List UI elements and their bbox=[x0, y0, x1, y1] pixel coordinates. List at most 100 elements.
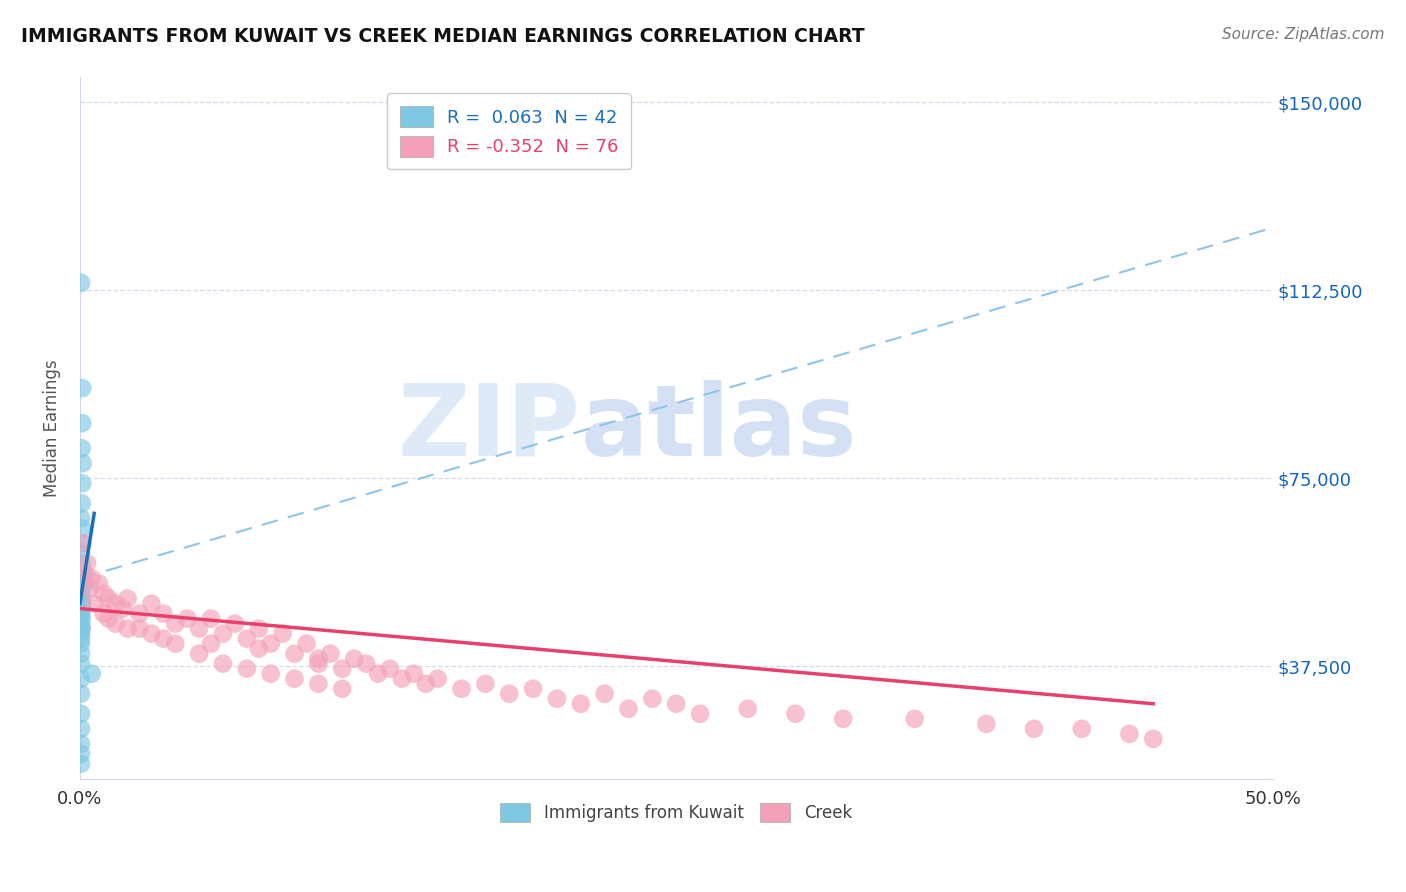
Point bbox=[70, 722, 93, 736]
Point bbox=[152, 632, 174, 646]
Point bbox=[689, 706, 711, 721]
Point bbox=[72, 381, 94, 395]
Point bbox=[569, 697, 592, 711]
Point bbox=[426, 672, 449, 686]
Point bbox=[72, 416, 94, 430]
Point bbox=[307, 657, 329, 671]
Point bbox=[307, 676, 329, 690]
Y-axis label: Median Earnings: Median Earnings bbox=[44, 359, 60, 497]
Point bbox=[70, 597, 93, 611]
Point bbox=[70, 611, 93, 625]
Point bbox=[1142, 731, 1164, 746]
Point bbox=[212, 626, 235, 640]
Point bbox=[70, 657, 93, 671]
Point bbox=[283, 672, 305, 686]
Point bbox=[260, 666, 283, 681]
Text: atlas: atlas bbox=[581, 380, 858, 476]
Point bbox=[70, 647, 93, 661]
Text: IMMIGRANTS FROM KUWAIT VS CREEK MEDIAN EARNINGS CORRELATION CHART: IMMIGRANTS FROM KUWAIT VS CREEK MEDIAN E… bbox=[21, 27, 865, 45]
Point bbox=[104, 597, 127, 611]
Point bbox=[330, 662, 353, 676]
Point bbox=[402, 666, 425, 681]
Point bbox=[247, 622, 270, 636]
Point bbox=[72, 566, 94, 581]
Point bbox=[283, 647, 305, 661]
Point bbox=[72, 576, 94, 591]
Point bbox=[641, 691, 664, 706]
Point bbox=[70, 557, 93, 571]
Point bbox=[70, 616, 93, 631]
Point bbox=[72, 536, 94, 550]
Point bbox=[832, 712, 855, 726]
Point bbox=[974, 716, 997, 731]
Legend: Immigrants from Kuwait, Creek: Immigrants from Kuwait, Creek bbox=[489, 791, 863, 834]
Point bbox=[70, 687, 93, 701]
Point bbox=[70, 737, 93, 751]
Point bbox=[236, 662, 259, 676]
Point bbox=[70, 607, 93, 621]
Point bbox=[111, 601, 134, 615]
Point bbox=[70, 756, 93, 771]
Point bbox=[80, 666, 103, 681]
Point bbox=[73, 566, 96, 581]
Point bbox=[70, 582, 93, 596]
Point bbox=[70, 441, 93, 455]
Point bbox=[117, 591, 139, 606]
Point bbox=[128, 607, 150, 621]
Point bbox=[200, 637, 222, 651]
Point bbox=[76, 557, 98, 571]
Point bbox=[188, 647, 211, 661]
Point bbox=[70, 276, 93, 290]
Point bbox=[904, 712, 927, 726]
Point bbox=[70, 747, 93, 761]
Point bbox=[70, 496, 93, 510]
Point bbox=[72, 536, 94, 550]
Point bbox=[70, 511, 93, 525]
Point bbox=[70, 637, 93, 651]
Point bbox=[117, 622, 139, 636]
Point bbox=[70, 632, 93, 646]
Point bbox=[271, 626, 294, 640]
Point bbox=[70, 572, 93, 586]
Point bbox=[188, 622, 211, 636]
Point bbox=[70, 572, 93, 586]
Point bbox=[70, 706, 93, 721]
Point bbox=[343, 651, 366, 665]
Point bbox=[474, 676, 496, 690]
Point bbox=[247, 641, 270, 656]
Point bbox=[522, 681, 544, 696]
Point bbox=[141, 626, 163, 640]
Point bbox=[87, 576, 110, 591]
Point bbox=[70, 626, 93, 640]
Point bbox=[79, 582, 101, 596]
Point bbox=[141, 597, 163, 611]
Point bbox=[93, 607, 115, 621]
Point bbox=[72, 476, 94, 491]
Point bbox=[450, 681, 472, 696]
Point bbox=[176, 611, 198, 625]
Point bbox=[70, 607, 93, 621]
Point bbox=[546, 691, 568, 706]
Point bbox=[93, 586, 115, 600]
Point bbox=[72, 597, 94, 611]
Point bbox=[70, 586, 93, 600]
Point bbox=[498, 687, 520, 701]
Point bbox=[378, 662, 401, 676]
Point bbox=[72, 456, 94, 470]
Text: ZIP: ZIP bbox=[398, 380, 581, 476]
Point bbox=[391, 672, 413, 686]
Point bbox=[152, 607, 174, 621]
Point bbox=[665, 697, 688, 711]
Point bbox=[70, 582, 93, 596]
Point bbox=[1022, 722, 1045, 736]
Point bbox=[1118, 727, 1140, 741]
Point bbox=[128, 622, 150, 636]
Point bbox=[97, 611, 120, 625]
Point bbox=[319, 647, 342, 661]
Point bbox=[165, 637, 187, 651]
Point bbox=[260, 637, 283, 651]
Point bbox=[617, 702, 640, 716]
Point bbox=[295, 637, 318, 651]
Point bbox=[104, 616, 127, 631]
Point bbox=[200, 611, 222, 625]
